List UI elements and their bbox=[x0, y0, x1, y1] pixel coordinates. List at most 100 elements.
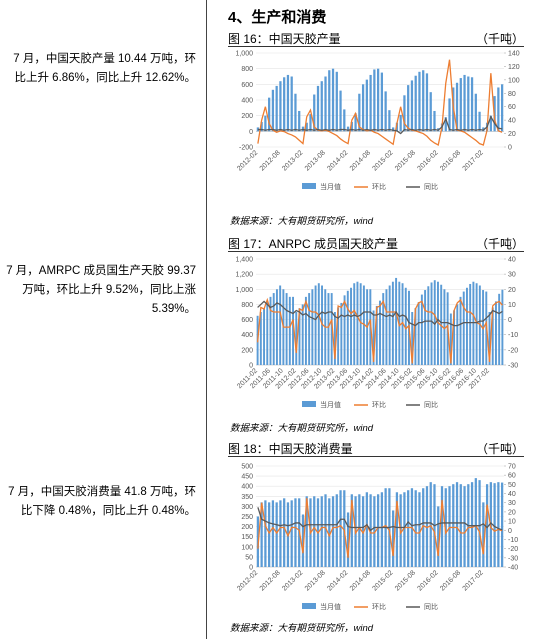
bar bbox=[478, 111, 481, 132]
legend-label: 同比 bbox=[424, 182, 438, 191]
bar bbox=[298, 308, 301, 365]
figure-title: 图 17：ANRPC 成员国天胶产量 （千吨） bbox=[228, 235, 524, 252]
legend-label: 环比 bbox=[372, 400, 386, 409]
x-tick-label: 2012-02 bbox=[236, 149, 259, 172]
legend-swatch bbox=[302, 183, 316, 189]
paragraph: 7 月，AMRPC 成员国生产天胶 99.37 万吨，环比上升 9.52%，同比… bbox=[6, 265, 196, 315]
bar bbox=[388, 285, 391, 365]
chart: -200 0 200 400 600 800 1,000 0 20 40 60 80 100 120 140… bbox=[235, 51, 519, 192]
legend-label: 当月值 bbox=[320, 182, 341, 191]
y-tick-label: 450 bbox=[241, 474, 253, 481]
bar bbox=[330, 293, 333, 365]
bar bbox=[301, 514, 305, 567]
bar bbox=[275, 85, 278, 132]
bar bbox=[264, 115, 267, 132]
bar bbox=[372, 310, 375, 365]
bar bbox=[407, 85, 410, 132]
y-tick-label: 800 bbox=[241, 66, 253, 73]
y-tick-label: 500 bbox=[241, 464, 253, 471]
bar bbox=[500, 84, 504, 132]
bar bbox=[463, 74, 466, 132]
y2-tick-label: 40 bbox=[508, 118, 516, 125]
bar bbox=[346, 512, 350, 567]
paragraph: 7 月，中国天胶产量 10.44 万吨，环比上升 6.86%，同比上升 12.6… bbox=[13, 53, 196, 84]
source: 数据来源：大有期货研究所，wind bbox=[230, 423, 374, 434]
bar bbox=[290, 76, 293, 132]
bar bbox=[392, 510, 395, 567]
bar bbox=[443, 289, 446, 365]
bar bbox=[308, 293, 311, 365]
x-tick-label: 2014-02 bbox=[326, 569, 349, 592]
y2-tick-label: 30 bbox=[508, 272, 516, 279]
bar bbox=[279, 81, 282, 132]
y2-tick-label: 30 bbox=[508, 500, 516, 507]
x-tick-label: 2013-08 bbox=[304, 149, 327, 172]
bar bbox=[313, 496, 316, 567]
bar bbox=[343, 295, 346, 365]
figure-title-text: 图 18：中国天胶消费量 bbox=[228, 442, 353, 456]
bar bbox=[392, 127, 395, 132]
y2-tick-label: 70 bbox=[508, 464, 516, 471]
bar bbox=[268, 97, 271, 132]
bar bbox=[448, 486, 451, 567]
divider bbox=[206, 0, 207, 639]
y-tick-label: 600 bbox=[241, 317, 253, 324]
bar bbox=[497, 87, 500, 132]
bar bbox=[474, 478, 477, 567]
bar bbox=[295, 312, 298, 365]
y2-tick-label: 50 bbox=[508, 482, 516, 489]
y-tick-label: -200 bbox=[239, 145, 253, 152]
bar bbox=[474, 93, 477, 132]
y2-tick-label: 10 bbox=[508, 302, 516, 309]
chart: 0 200 400 600 800 1,000 1,200 1,400 -30 -20 -10 0 10… bbox=[235, 257, 518, 410]
x-tick-label: 2017-02 bbox=[462, 149, 485, 172]
bar bbox=[269, 296, 272, 365]
bar bbox=[275, 289, 278, 365]
bar bbox=[305, 122, 308, 132]
figure-title-text: 图 16：中国天胶产量 bbox=[228, 32, 341, 46]
bar bbox=[411, 312, 414, 365]
bar bbox=[493, 483, 496, 567]
line bbox=[257, 59, 503, 146]
bar bbox=[403, 95, 406, 132]
bar bbox=[354, 113, 357, 132]
bar bbox=[472, 281, 475, 365]
line bbox=[256, 297, 503, 364]
x-tick-label: 2014-02 bbox=[326, 149, 349, 172]
bar bbox=[410, 80, 414, 132]
bar bbox=[264, 500, 267, 567]
y2-tick-label: 20 bbox=[508, 131, 516, 138]
bar bbox=[350, 121, 353, 132]
y2-tick-label: -30 bbox=[508, 555, 518, 562]
bar bbox=[335, 71, 338, 132]
bar bbox=[340, 302, 343, 365]
bar bbox=[359, 283, 362, 365]
y2-tick-label: 60 bbox=[508, 104, 516, 111]
bar bbox=[283, 77, 286, 132]
bar bbox=[459, 78, 462, 132]
legend-label: 环比 bbox=[372, 182, 386, 191]
bar bbox=[353, 283, 356, 365]
bar bbox=[358, 494, 361, 567]
y-tick-label: 350 bbox=[241, 494, 253, 501]
y2-tick-label: 10 bbox=[508, 519, 516, 526]
bar bbox=[305, 496, 308, 567]
y2-tick-label: 0 bbox=[508, 145, 512, 152]
y2-tick-label: 40 bbox=[508, 491, 516, 498]
bar bbox=[467, 76, 470, 132]
y-tick-label: 1,000 bbox=[235, 287, 253, 294]
legend-label: 当月值 bbox=[320, 400, 341, 409]
paragraph: 7 月，中国天胶消费量 41.8 万吨，环比下降 0.48%，同比上升 0.48… bbox=[8, 486, 196, 517]
bar bbox=[452, 484, 455, 567]
y-tick-label: 400 bbox=[241, 484, 253, 491]
y-tick-label: 50 bbox=[245, 554, 253, 561]
bar bbox=[294, 93, 297, 132]
bar bbox=[414, 75, 417, 132]
bar bbox=[433, 110, 436, 132]
bar bbox=[373, 69, 376, 132]
y2-tick-label: 20 bbox=[508, 287, 516, 294]
bar bbox=[399, 114, 402, 132]
bar bbox=[320, 81, 323, 132]
bar bbox=[459, 296, 462, 365]
line bbox=[257, 115, 503, 135]
